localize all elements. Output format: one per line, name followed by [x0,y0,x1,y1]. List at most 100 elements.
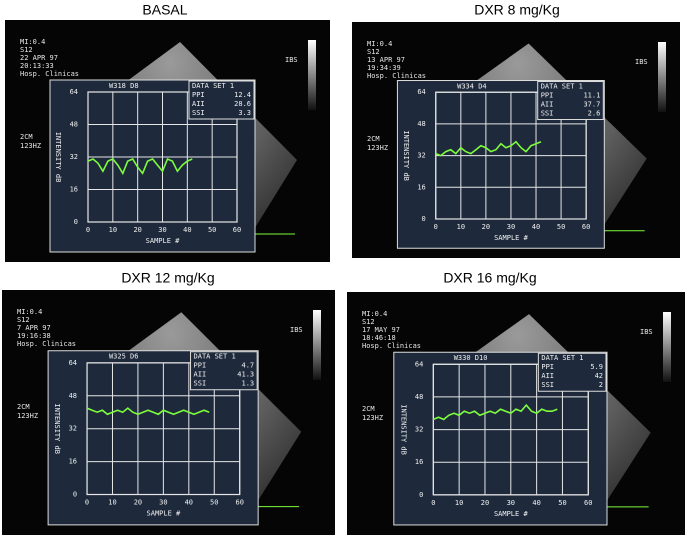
x-axis-label: SAMPLE # [494,510,529,518]
x-tick-label: 40 [532,499,540,507]
x-tick-label: 30 [507,223,515,231]
overlay-text: Hosp. Clinicas [17,340,76,348]
x-tick-label: 40 [185,499,193,507]
y-tick-label: 16 [415,458,423,466]
x-tick-label: 30 [158,226,166,234]
y-tick-label: 0 [73,491,77,499]
x-axis-label: SAMPLE # [146,237,181,245]
overlay-text: MI:0.4 [362,310,387,318]
overlay-text: 2CM [367,135,380,143]
y-axis-label: INTENSITY dB [399,404,407,455]
overlay-text: 123HZ [20,142,41,150]
y-tick-label: 64 [415,360,423,368]
y-tick-label: 16 [69,458,77,466]
x-tick-label: 20 [481,499,489,507]
stat-name: AII [541,372,554,380]
x-tick-label: 60 [235,499,243,507]
x-axis-label: SAMPLE # [147,510,182,518]
overlay-text: 123HZ [367,144,388,152]
overlay-text: MI:0.4 [17,308,42,316]
x-tick-label: 30 [159,499,167,507]
x-tick-label: 50 [557,223,565,231]
stat-value: 11.1 [583,92,600,100]
x-tick-label: 50 [558,499,566,507]
overlay-text: Hosp. Clinicas [362,342,421,350]
intensity-line [435,140,542,157]
x-tick-label: 60 [584,499,592,507]
x-tick-label: 0 [85,499,89,507]
y-tick-label: 32 [69,425,77,433]
plot-title: W330 D10 [454,354,488,362]
x-tick-label: 0 [86,226,90,234]
grey-scale-bar [313,310,321,380]
x-tick-label: 0 [434,223,438,231]
y-tick-label: 16 [70,186,78,194]
y-tick-label: 48 [417,120,425,128]
y-axis-label: INTENSITY dB [402,130,410,181]
x-tick-label: 40 [532,223,540,231]
x-tick-label: 10 [455,499,463,507]
overlay-text: S12 [362,318,375,326]
overlay-text: MI:0.4 [20,38,45,46]
stat-name: AII [194,371,207,379]
y-tick-label: 48 [415,393,423,401]
stat-value: 1.3 [241,380,254,388]
stat-value: 3.3 [238,109,251,117]
overlay-text: Hosp. Clinicas [20,70,79,78]
x-tick-label: 30 [507,499,515,507]
y-tick-label: 64 [69,359,77,367]
overlay-text: 19:34:39 [367,64,401,72]
stat-name: SSI [194,380,207,388]
y-axis-label: INTENSITY dB [54,132,62,183]
y-tick-label: 0 [74,218,78,226]
y-tick-label: 0 [419,491,423,499]
dataset-label: DATA SET 1 [541,354,583,362]
x-tick-label: 40 [183,226,191,234]
overlay-text: 17 MAY 97 [362,326,400,334]
y-tick-label: 64 [70,88,78,96]
panel-title: DXR 16 mg/Kg [443,270,536,286]
x-tick-label: 20 [482,223,490,231]
panel-title: DXR 8 mg/Kg [474,2,560,18]
x-tick-label: 10 [457,223,465,231]
overlay-text: Hosp. Clinicas [367,72,426,80]
stat-name: AII [192,100,205,108]
dataset-label: DATA SET 1 [194,353,236,361]
y-tick-label: 64 [417,88,425,96]
stats-box [188,80,255,120]
dataset-label: DATA SET 1 [541,83,583,91]
x-tick-label: 20 [133,226,141,234]
y-axis-label: INTENSITY dB [53,403,61,454]
stat-value: 28.6 [234,100,251,108]
stat-name: SSI [192,109,205,117]
plot-title: W334 D4 [457,83,487,91]
y-tick-label: 16 [417,183,425,191]
panel-title: DXR 12 mg/Kg [121,270,214,286]
dataset-label: DATA SET 1 [192,82,234,90]
grey-scale-bar [658,42,666,112]
grey-scale-bar [663,312,671,382]
stat-value: 2.6 [588,110,601,118]
intensity-line [433,403,558,421]
plot-title: W318 D8 [109,82,139,90]
y-tick-label: 48 [70,121,78,129]
stat-name: PPI [192,91,205,99]
y-tick-label: 32 [70,153,78,161]
overlay-text: MI:0.4 [367,40,392,48]
intensity-line [86,407,210,416]
x-tick-label: 60 [233,226,241,234]
plot-title: W325 D6 [109,353,139,361]
stat-value: 37.7 [583,101,600,109]
stat-name: PPI [541,363,554,371]
stat-value: 5.9 [590,363,603,371]
y-tick-label: 48 [69,392,77,400]
stat-value: 2 [599,381,603,389]
overlay-text: IBS [640,328,653,336]
grey-scale-bar [308,40,316,110]
overlay-text: S12 [17,316,30,324]
stat-name: AII [541,101,554,109]
